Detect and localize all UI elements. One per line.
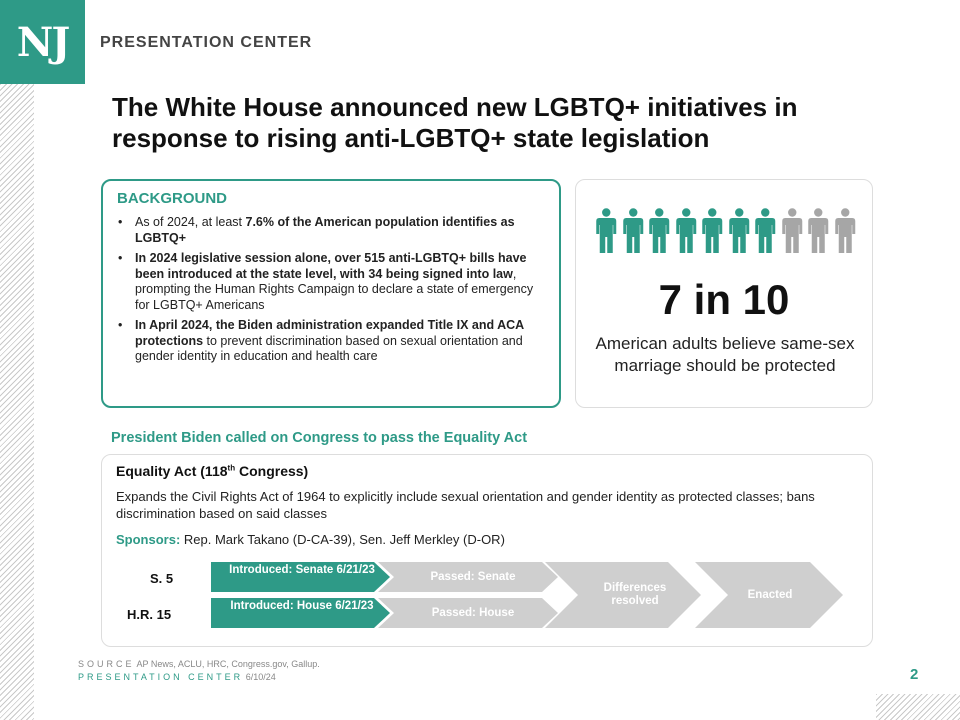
slide-title: The White House announced new LGBTQ+ ini… xyxy=(112,92,798,153)
page-number: 2 xyxy=(910,666,919,683)
background-bullet-1: As of 2024, at least 7.6% of the America… xyxy=(117,215,547,246)
act-title: Equality Act (118th Congress) xyxy=(116,463,309,479)
bill-label-house: H.R. 15 xyxy=(127,607,172,622)
person-icon xyxy=(728,208,749,253)
background-heading: BACKGROUND xyxy=(117,190,227,207)
bill-label-senate: S. 5 xyxy=(150,571,174,586)
footer-source: SOURCE AP News, ACLU, HRC, Congress.gov,… xyxy=(78,659,320,669)
person-icon xyxy=(649,208,670,253)
stat-panel: 7 in 10 American adults believe same-sex… xyxy=(575,179,873,408)
person-icon xyxy=(755,208,776,253)
chevron-differences xyxy=(545,562,701,628)
chevron-senate-introduced xyxy=(211,562,390,592)
enacted-label: Enacted xyxy=(747,589,793,601)
background-bullet-3: In April 2024, the Biden administration … xyxy=(117,318,547,365)
act-sponsors: Sponsors: Rep. Mark Takano (D-CA-39), Se… xyxy=(116,532,505,547)
person-icon xyxy=(781,208,802,253)
chevron-house-introduced xyxy=(211,598,390,628)
background-bullet-2: In 2024 legislative session alone, over … xyxy=(117,251,547,313)
timeline-chevrons xyxy=(211,562,843,628)
person-icon xyxy=(622,208,643,253)
nj-logo: NJ xyxy=(0,0,85,84)
act-description: Expands the Civil Rights Act of 1964 to … xyxy=(116,489,815,521)
chevron-enacted xyxy=(695,562,843,628)
background-panel: BACKGROUND As of 2024, at least 7.6% of … xyxy=(101,179,561,408)
equality-act-panel: Equality Act (118th Congress) Expands th… xyxy=(101,454,873,647)
senate-introduced-label: Introduced: Senate 6/21/23 xyxy=(229,564,375,576)
person-icon xyxy=(808,208,829,253)
differences-label: Differences resolved xyxy=(603,582,667,607)
senate-passed-label: Passed: Senate xyxy=(430,571,516,583)
person-icon xyxy=(702,208,723,253)
person-icon xyxy=(834,208,855,253)
header-label: PRESENTATION CENTER xyxy=(100,34,313,51)
decorative-hatch-bottom-right xyxy=(876,694,960,720)
chevron-senate-passed xyxy=(378,562,558,592)
footer-center: PRESENTATION CENTER 6/10/24 xyxy=(78,672,276,682)
stat-description: American adults believe same-sex marriag… xyxy=(595,334,855,375)
house-passed-label: Passed: House xyxy=(431,607,515,619)
house-introduced-label: Introduced: House 6/21/23 xyxy=(230,600,374,612)
people-icon-row xyxy=(594,208,857,254)
background-list: As of 2024, at least 7.6% of the America… xyxy=(117,215,547,370)
decorative-hatch-left xyxy=(0,84,34,720)
chevron-house-passed xyxy=(378,598,558,628)
person-icon xyxy=(596,208,617,253)
equality-act-call: President Biden called on Congress to pa… xyxy=(111,430,528,446)
person-icon xyxy=(675,208,696,253)
stat-number: 7 in 10 xyxy=(658,276,790,323)
